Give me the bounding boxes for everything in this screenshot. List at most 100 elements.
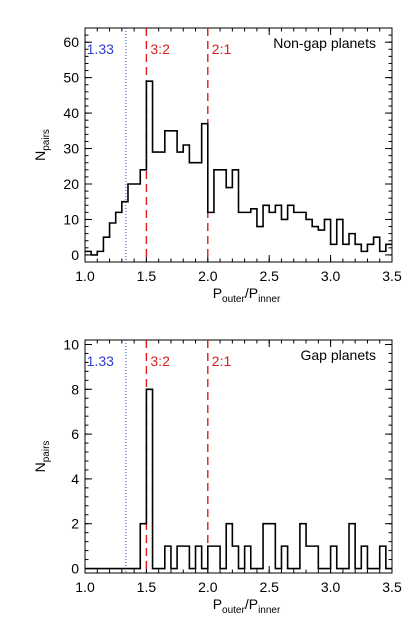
gap-histogram-bin bbox=[263, 524, 269, 569]
gap-histogram-bin bbox=[146, 389, 152, 568]
nongap-histogram-bin bbox=[288, 205, 294, 255]
gap-histogram-bin bbox=[232, 546, 238, 568]
nongap-histogram-bin bbox=[183, 145, 189, 255]
gap-y-axis-label: Npairs bbox=[32, 441, 52, 473]
nongap-plot-frame bbox=[84, 27, 393, 263]
gap-histogram-bin bbox=[361, 546, 367, 568]
nongap-histogram-bin bbox=[294, 212, 300, 255]
nongap-histogram-bin bbox=[324, 219, 330, 254]
gap-histogram-bin bbox=[331, 546, 337, 568]
nongap-ytick-label: 10 bbox=[63, 211, 79, 227]
nongap-histogram-bin bbox=[386, 244, 392, 255]
nongap-histogram-bin bbox=[171, 131, 177, 255]
nongap-histogram-bin bbox=[275, 205, 281, 255]
gap-histogram-bin bbox=[306, 546, 312, 568]
nongap-y-axis-label: Npairs bbox=[32, 129, 52, 161]
gap-reference-label: 1.33 bbox=[87, 353, 114, 369]
gap-plot-frame bbox=[84, 339, 393, 574]
nongap-histogram-bin bbox=[257, 227, 263, 255]
gap-histogram-bin bbox=[380, 546, 386, 568]
gap-ytick-label: 4 bbox=[71, 471, 79, 487]
xlabel-sub-inner: inner bbox=[258, 605, 281, 616]
nongap-histogram-bin bbox=[140, 170, 146, 255]
xlabel-main: P bbox=[213, 285, 222, 301]
nongap-histogram-bin bbox=[374, 237, 380, 255]
gap-reference-label: 2:1 bbox=[212, 353, 232, 369]
xlabel-mid: /P bbox=[245, 285, 258, 301]
gap-ytick-label: 6 bbox=[71, 426, 79, 442]
nongap-histogram-bin bbox=[189, 163, 195, 255]
nongap-histogram-bin bbox=[122, 202, 128, 255]
gap-ytick-label: 10 bbox=[63, 336, 79, 352]
nongap-reference-label: 2:1 bbox=[212, 41, 232, 57]
gap-histogram-bin bbox=[269, 524, 275, 569]
xlabel-mid: /P bbox=[245, 596, 258, 612]
nongap-ytick-label: 60 bbox=[63, 34, 79, 50]
nongap-histogram-bin bbox=[245, 212, 251, 255]
gap-histogram-bin bbox=[300, 524, 306, 569]
gap-xtick-label: 1.5 bbox=[137, 579, 157, 595]
gap-histogram-bin bbox=[349, 524, 355, 569]
gap-histogram-bin bbox=[183, 546, 189, 568]
xlabel-sub-outer: outer bbox=[222, 294, 245, 305]
nongap-histogram-bin bbox=[159, 152, 165, 255]
gap-histogram-bin bbox=[177, 546, 183, 568]
nongap-ytick-label: 20 bbox=[63, 176, 79, 192]
nongap-histogram-bin bbox=[281, 219, 287, 254]
nongap-histogram-line bbox=[85, 80, 392, 256]
nongap-ytick-label: 0 bbox=[71, 247, 79, 263]
nongap-histogram-bin bbox=[367, 244, 373, 255]
nongap-histogram-bin bbox=[146, 81, 152, 255]
nongap-histogram-bin bbox=[226, 188, 232, 255]
ylabel-sub: pairs bbox=[41, 441, 52, 463]
nongap-histogram-bin bbox=[116, 212, 122, 255]
gap-x-axis-label: Pouter/Pinner bbox=[213, 596, 281, 616]
gap-histogram-bin bbox=[214, 546, 220, 568]
gap-reference-label: 3:2 bbox=[150, 353, 170, 369]
gap-histogram-bin bbox=[312, 546, 318, 568]
xlabel-main: P bbox=[213, 596, 222, 612]
nongap-histogram-bin bbox=[355, 244, 361, 255]
nongap-xtick-label: 1.0 bbox=[75, 268, 95, 284]
nongap-histogram-bin bbox=[220, 170, 226, 255]
nongap-reference-label: 1.33 bbox=[87, 41, 114, 57]
ylabel-main: N bbox=[32, 151, 48, 161]
nongap-histogram-bin bbox=[110, 223, 116, 255]
gap-histogram-bin bbox=[226, 524, 232, 569]
nongap-histogram-bin bbox=[103, 237, 109, 255]
gap-histogram-bin bbox=[245, 546, 251, 568]
nongap-histogram-bin bbox=[208, 212, 214, 255]
nongap-histogram-bin bbox=[153, 152, 159, 255]
nongap-histogram-bin bbox=[165, 131, 171, 255]
ylabel-sub: pairs bbox=[41, 129, 52, 151]
ylabel-main: N bbox=[32, 462, 48, 472]
nongap-xtick-label: 2.5 bbox=[259, 268, 279, 284]
nongap-histogram-bin bbox=[251, 209, 257, 255]
nongap-histogram-bin bbox=[318, 230, 324, 255]
gap-chart-title: Gap planets bbox=[301, 347, 377, 363]
nongap-xtick-label: 2.0 bbox=[198, 268, 218, 284]
gap-xtick-label: 2.5 bbox=[259, 579, 279, 595]
nongap-histogram-bin bbox=[349, 234, 355, 255]
gap-histogram-bin bbox=[281, 546, 287, 568]
nongap-histogram-bin bbox=[300, 212, 306, 255]
nongap-histogram-bin bbox=[239, 212, 245, 255]
nongap-histogram-bin bbox=[196, 163, 202, 255]
xlabel-sub-outer: outer bbox=[222, 605, 245, 616]
nongap-ytick-label: 50 bbox=[63, 70, 79, 86]
nongap-histogram-bin bbox=[232, 170, 238, 255]
gap-panel: 1.0 1.5 2.0 2.5 3.0 3.5 0 2 4 6 8 10 1.33 3:2 2:1 Gap p… bbox=[32, 336, 402, 616]
nongap-histogram-bin bbox=[269, 212, 275, 255]
nongap-histogram-bin bbox=[331, 244, 337, 255]
gap-histogram-bin bbox=[140, 524, 146, 569]
nongap-chart-title: Non-gap planets bbox=[273, 35, 376, 51]
nongap-histogram-bin bbox=[202, 124, 208, 255]
nongap-histogram-bin bbox=[214, 170, 220, 255]
nongap-histogram-bin bbox=[343, 244, 349, 255]
gap-ytick-label: 0 bbox=[71, 561, 79, 577]
gap-histogram-bin bbox=[165, 546, 171, 568]
gap-xtick-label: 2.0 bbox=[198, 579, 218, 595]
nongap-ytick-label: 40 bbox=[63, 105, 79, 121]
nongap-histogram-bin bbox=[134, 184, 140, 255]
